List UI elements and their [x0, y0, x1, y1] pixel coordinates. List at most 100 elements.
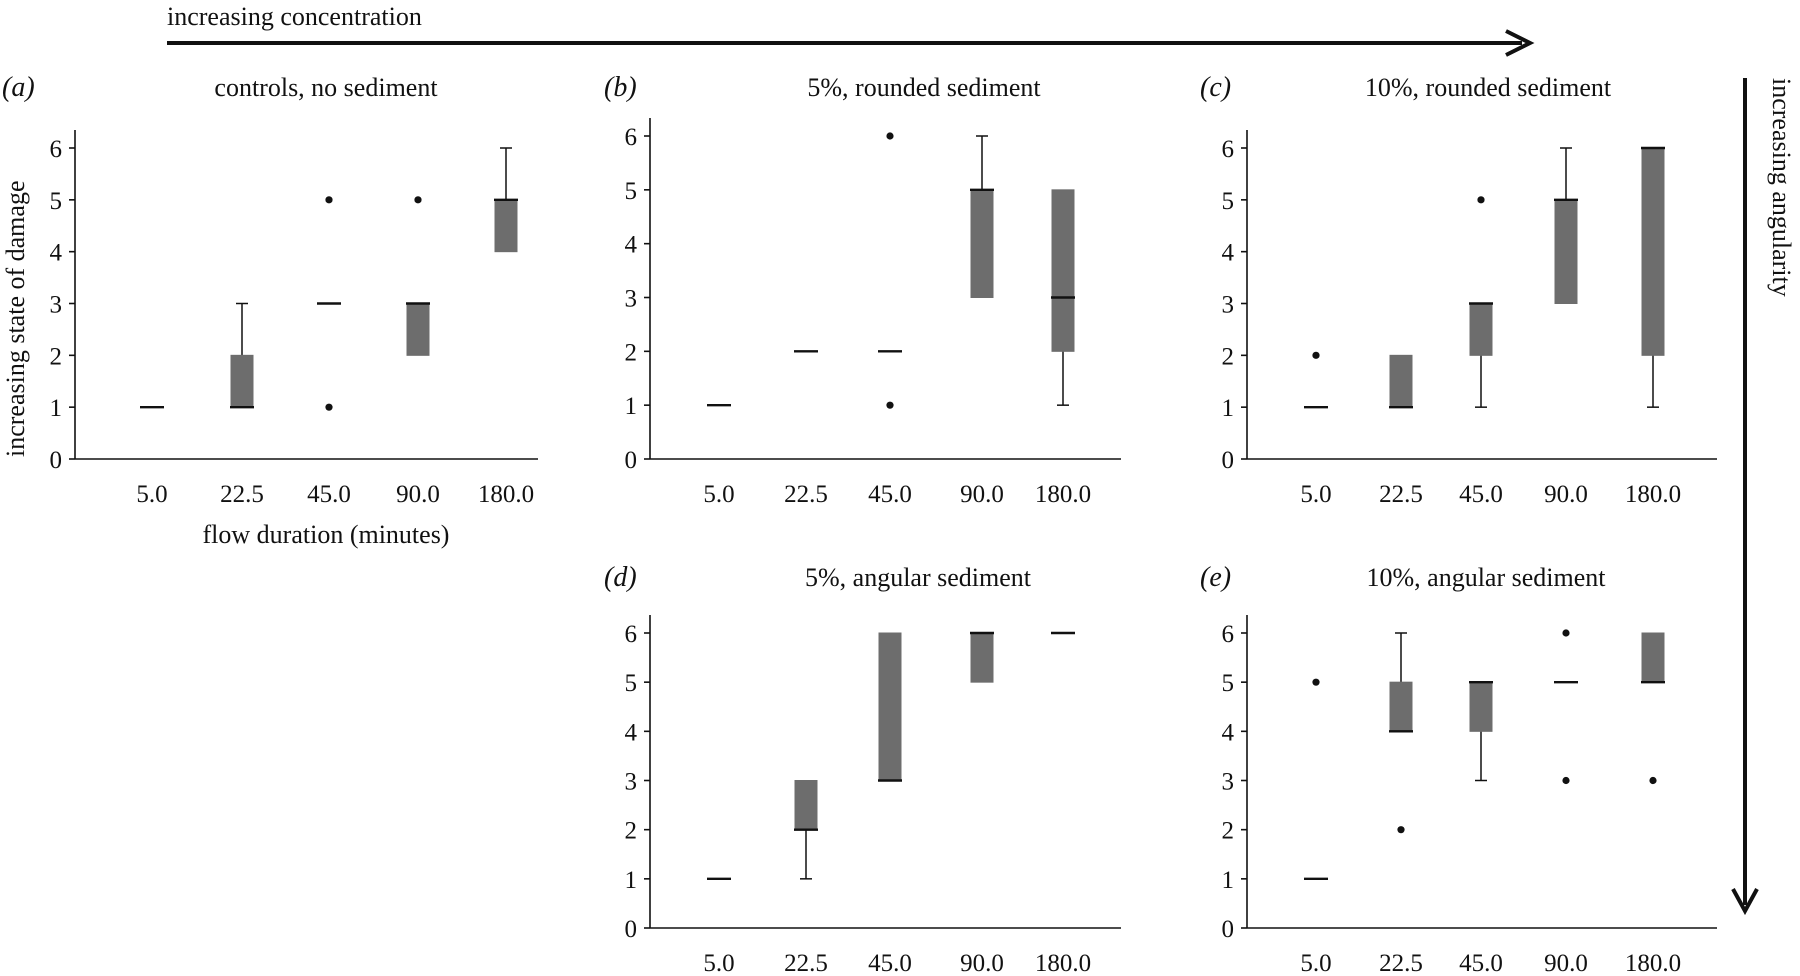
concentration-label: increasing concentration: [167, 2, 422, 31]
iqr-box: [1389, 354, 1413, 408]
iqr-box: [230, 354, 254, 408]
y-tick-label: 6: [625, 124, 638, 151]
x-tick-label: 45.0: [1459, 481, 1503, 508]
angularity-arrowhead: [1731, 888, 1759, 916]
x-tick-label: 45.0: [307, 481, 351, 508]
x-tick-label: 5.0: [1300, 950, 1331, 976]
panel-label: (e): [1200, 562, 1231, 593]
panel-title: 5%, angular sediment: [805, 563, 1032, 592]
x-tick-label: 5.0: [1300, 481, 1331, 508]
iqr-box: [1641, 147, 1665, 356]
box-22.5: [1389, 354, 1413, 409]
y-tick-label: 4: [625, 232, 638, 259]
x-tick-label: 180.0: [1625, 481, 1681, 508]
panel-title: controls, no sediment: [214, 73, 438, 102]
y-tick-label: 4: [50, 240, 63, 267]
panel-4: (e) 10%, angular sediment 0 1 2 3 4 5 6 5.0 22.5 45…: [1200, 562, 1717, 976]
y-tick-label: 3: [1222, 292, 1235, 319]
panel-label: (c): [1200, 72, 1231, 103]
box-90.0: [1554, 629, 1578, 785]
box-45.0: [1469, 680, 1493, 782]
iqr-box: [1469, 303, 1493, 356]
y-tick-label: 5: [50, 188, 63, 215]
iqr-box: [878, 632, 902, 781]
x-tick-label: 22.5: [1379, 481, 1423, 508]
box-90.0: [970, 135, 994, 298]
outlier-point: [1397, 826, 1405, 834]
y-tick-label: 6: [1222, 136, 1235, 163]
y-tick-label: 4: [1222, 240, 1235, 267]
y-tick-label: 3: [1222, 769, 1235, 796]
outlier-point: [1562, 776, 1570, 785]
panel-label: (d): [604, 562, 637, 593]
x-tick-label: 180.0: [1035, 481, 1091, 508]
y-tick-label: 1: [50, 395, 63, 422]
x-axis-label: flow duration (minutes): [203, 520, 450, 549]
box-45.0: [317, 196, 341, 411]
box-180.0: [1641, 632, 1665, 785]
outlier-point: [1649, 776, 1657, 785]
y-tick-label: 2: [1222, 818, 1235, 845]
y-tick-label: 5: [625, 178, 638, 205]
x-tick-label: 90.0: [1544, 950, 1588, 976]
outlier-point: [1312, 351, 1320, 359]
outlier-point: [414, 196, 422, 204]
x-tick-label: 5.0: [136, 481, 167, 508]
x-tick-label: 90.0: [1544, 481, 1588, 508]
y-tick-label: 2: [1222, 343, 1235, 370]
box-5.0: [1304, 351, 1328, 409]
iqr-box: [1389, 681, 1413, 732]
box-180.0: [1051, 189, 1075, 406]
box-22.5: [794, 780, 818, 880]
y-tick-label: 0: [1222, 916, 1235, 943]
y-tick-label: 5: [625, 670, 638, 697]
x-tick-label: 5.0: [703, 481, 734, 508]
x-tick-label: 180.0: [1035, 950, 1091, 976]
outlier-point: [1477, 196, 1485, 204]
y-tick-label: 6: [1222, 621, 1235, 648]
box-180.0: [494, 147, 518, 253]
outlier-point: [886, 132, 894, 140]
iqr-box: [1641, 632, 1665, 683]
x-tick-label: 22.5: [784, 481, 828, 508]
box-90.0: [406, 196, 430, 356]
x-tick-label: 90.0: [396, 481, 440, 508]
iqr-box: [1554, 199, 1578, 304]
outlier-point: [325, 196, 333, 204]
panel-0: (a) controls, no sediment 0 1 2 3 4 5 6 5.0 22.5 45…: [2, 72, 538, 508]
x-tick-label: 90.0: [960, 481, 1004, 508]
y-tick-label: 0: [50, 447, 63, 474]
y-tick-label: 2: [625, 339, 638, 366]
outlier-point: [325, 403, 333, 411]
iqr-box: [794, 780, 818, 831]
box-22.5: [230, 302, 254, 409]
y-tick-label: 4: [1222, 719, 1235, 746]
box-90.0: [970, 631, 994, 683]
x-tick-label: 5.0: [703, 950, 734, 976]
iqr-box: [494, 199, 518, 253]
box-45.0: [878, 132, 902, 409]
iqr-box: [970, 632, 994, 683]
y-tick-label: 6: [50, 136, 63, 163]
x-tick-label: 180.0: [478, 481, 534, 508]
panel-label: (b): [604, 72, 637, 103]
y-tick-label: 2: [625, 818, 638, 845]
outlier-point: [886, 401, 894, 409]
outlier-point: [1312, 678, 1320, 686]
x-tick-label: 180.0: [1625, 950, 1681, 976]
y-tick-label: 1: [1222, 867, 1235, 894]
x-tick-label: 90.0: [960, 950, 1004, 976]
angularity-label: increasing angularity: [1767, 78, 1796, 297]
x-tick-label: 45.0: [868, 481, 912, 508]
x-tick-label: 45.0: [1459, 950, 1503, 976]
y-tick-label: 2: [50, 343, 63, 370]
y-tick-label: 3: [625, 769, 638, 796]
panel-title: 10%, rounded sediment: [1365, 73, 1612, 102]
panel-1: (b) 5%, rounded sediment 0 1 2 3 4 5 6 5.0 22.5 45.…: [604, 72, 1121, 508]
panel-3: (d) 5%, angular sediment 0 1 2 3 4 5 6 5.0 22.5 45.…: [604, 562, 1121, 976]
y-tick-label: 1: [625, 393, 638, 420]
x-tick-label: 22.5: [220, 481, 264, 508]
x-tick-label: 22.5: [1379, 950, 1423, 976]
x-tick-label: 45.0: [868, 950, 912, 976]
